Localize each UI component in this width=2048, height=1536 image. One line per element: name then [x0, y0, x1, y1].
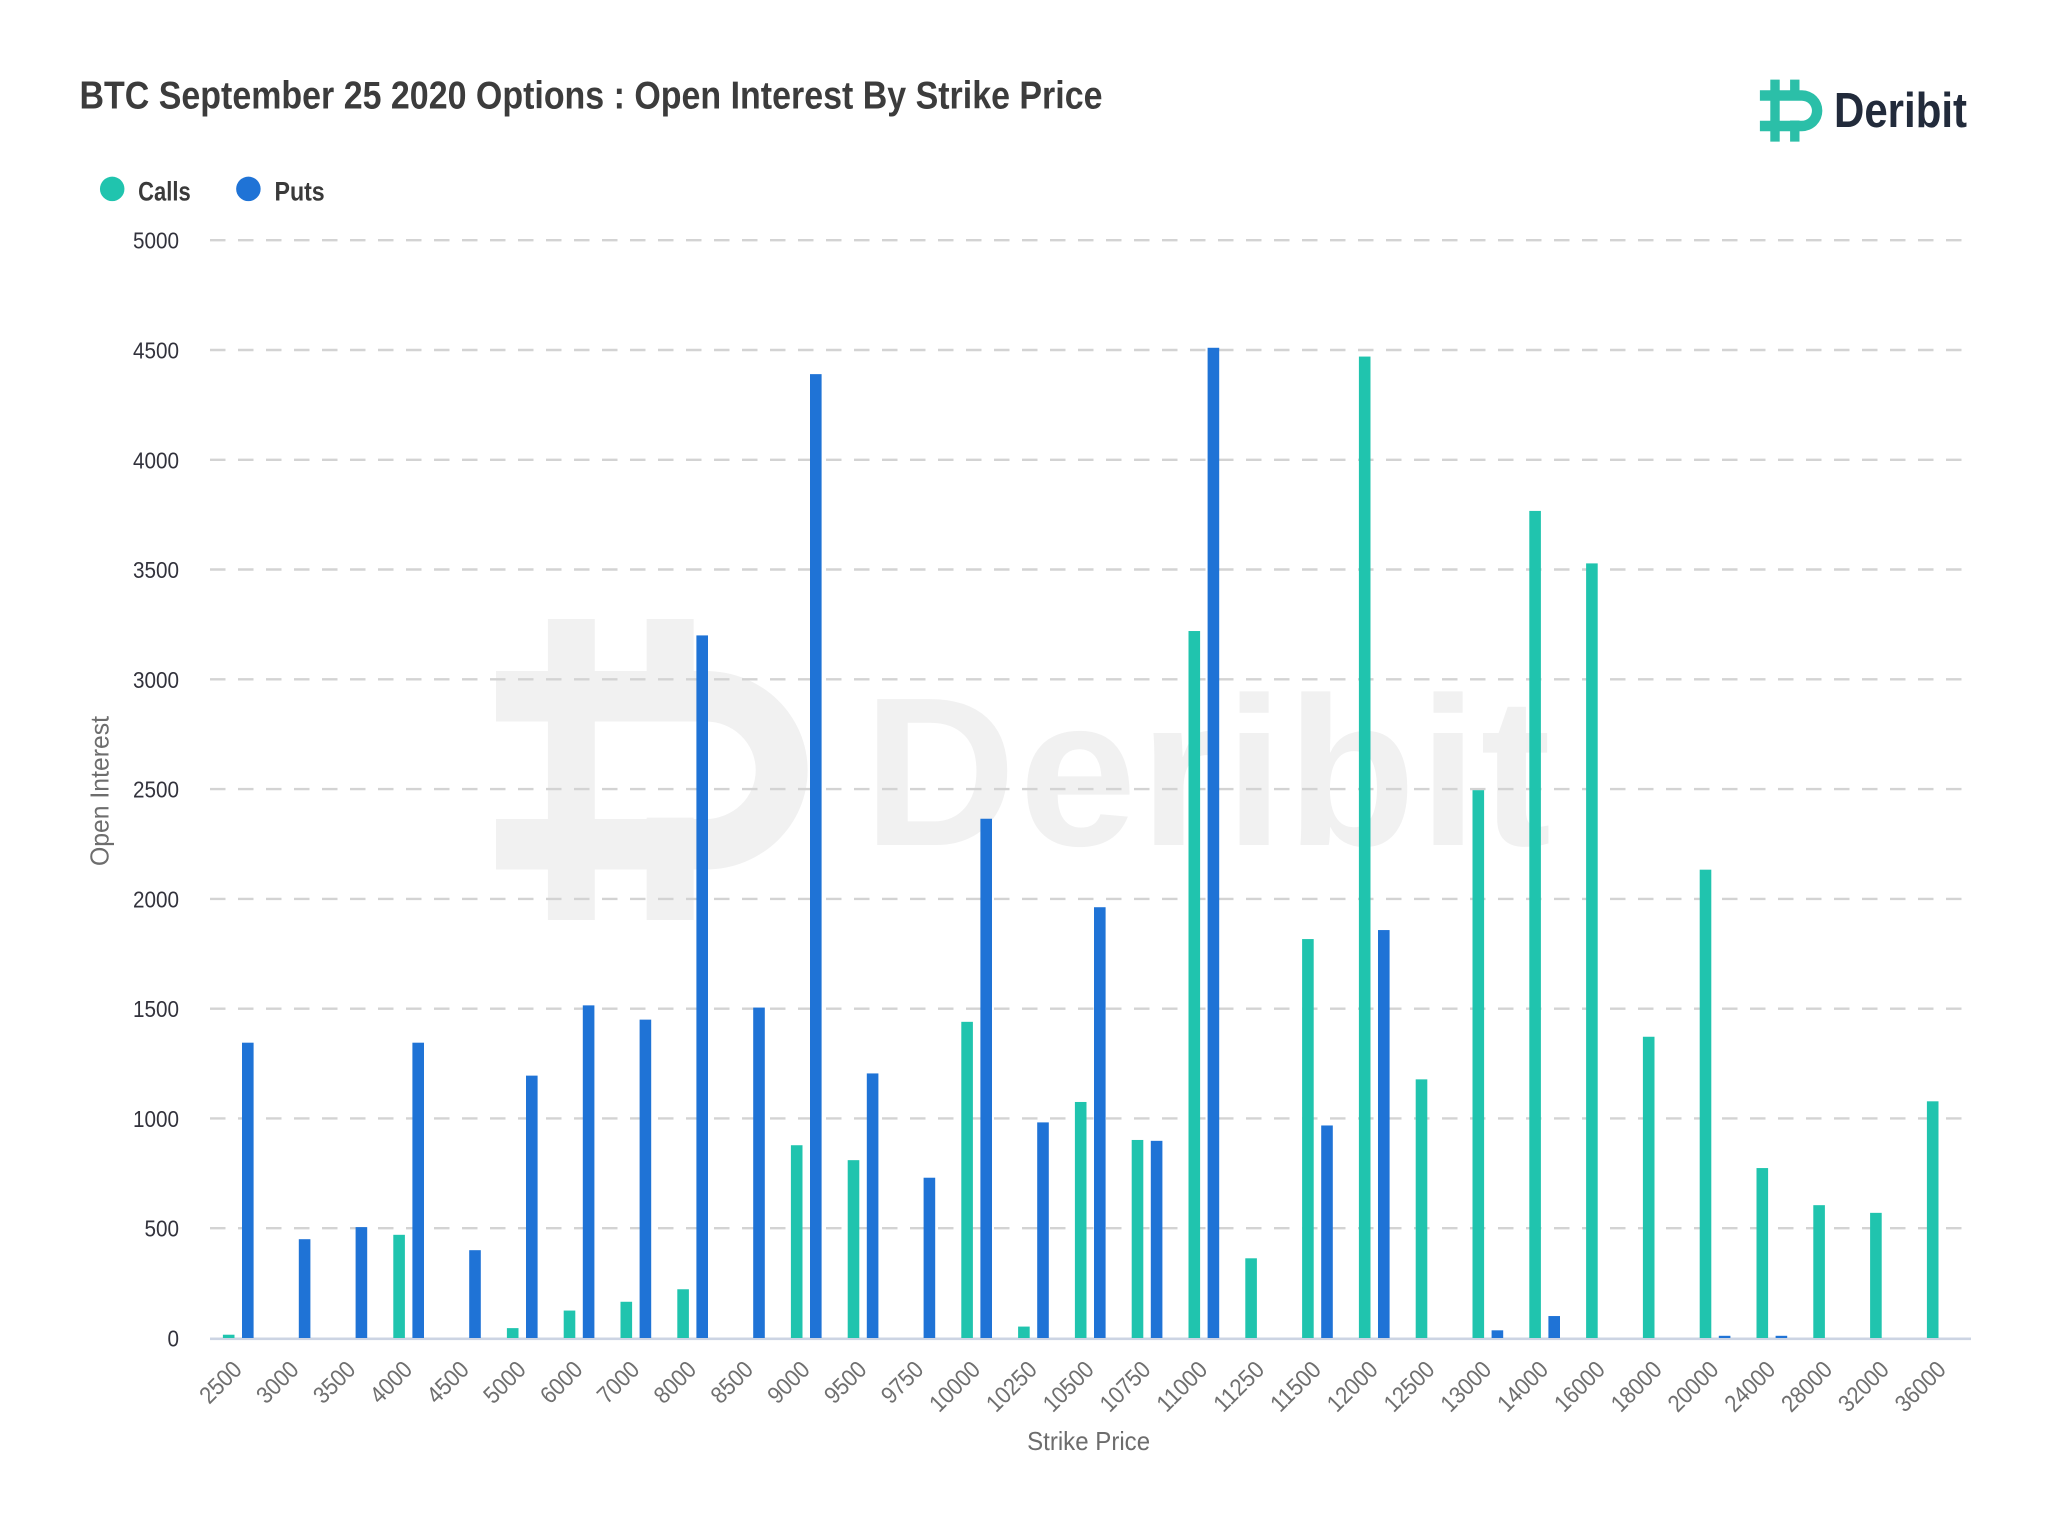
- svg-text:500: 500: [145, 1216, 180, 1242]
- svg-text:Strike Price: Strike Price: [1027, 1426, 1150, 1456]
- svg-text:1000: 1000: [133, 1106, 179, 1132]
- svg-text:4500: 4500: [133, 338, 179, 364]
- svg-text:4000: 4000: [133, 447, 179, 473]
- svg-text:Open Interest: Open Interest: [85, 715, 115, 866]
- svg-text:5000: 5000: [133, 228, 179, 254]
- svg-text:Puts: Puts: [275, 177, 325, 207]
- svg-text:3500: 3500: [133, 557, 179, 583]
- svg-text:2500: 2500: [133, 777, 179, 803]
- svg-text:Deribit: Deribit: [863, 653, 1551, 890]
- svg-text:2000: 2000: [133, 886, 179, 912]
- svg-text:Calls: Calls: [138, 177, 191, 207]
- svg-text:BTC September 25 2020 Options: BTC September 25 2020 Options : Open Int…: [80, 75, 1103, 118]
- svg-text:1500: 1500: [133, 996, 179, 1022]
- svg-text:Deribit: Deribit: [1834, 84, 1967, 138]
- svg-text:0: 0: [168, 1326, 180, 1352]
- svg-text:3000: 3000: [133, 667, 179, 693]
